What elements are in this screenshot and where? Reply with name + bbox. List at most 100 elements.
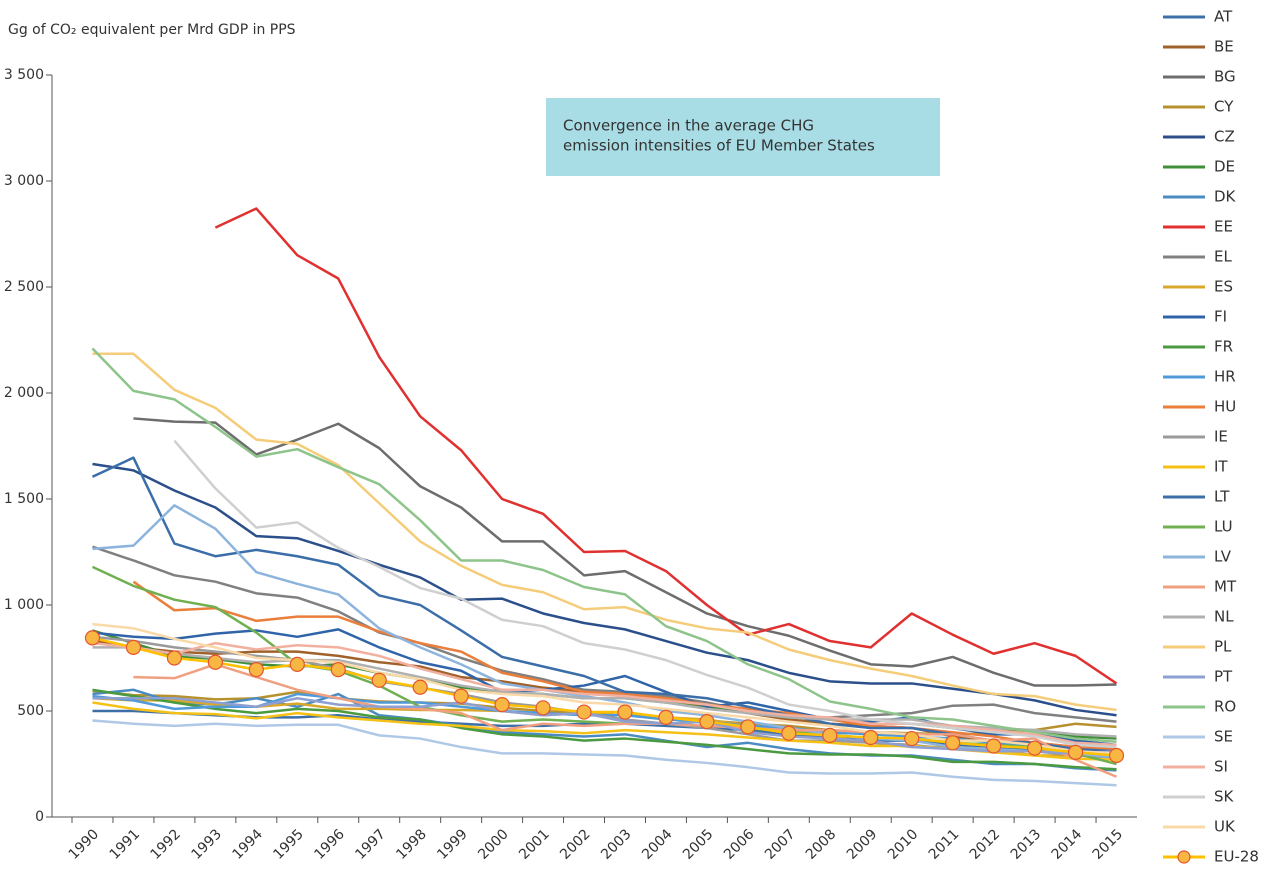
series-line [92, 719, 1117, 787]
y-tick-label: 0 [35, 809, 44, 825]
series-line [133, 417, 1117, 687]
x-tick-label: 2002 [557, 826, 594, 863]
data-marker [494, 697, 510, 713]
data-marker [412, 679, 428, 695]
legend-label: EL [1214, 248, 1232, 266]
legend-label: LT [1214, 488, 1230, 506]
x-tick-label: 2000 [475, 826, 512, 863]
x-tick-label: 1998 [393, 826, 430, 863]
y-tick-label: 1 000 [4, 597, 44, 613]
x-tick-label: 2013 [1008, 826, 1045, 863]
x-tick-label: 1997 [352, 826, 389, 863]
x-tick-label: 2001 [516, 826, 553, 863]
data-marker [371, 672, 387, 688]
legend-label: SE [1214, 728, 1233, 746]
x-tick-label: 2011 [926, 826, 963, 863]
data-marker [945, 735, 961, 751]
legend-label: HR [1214, 368, 1236, 386]
x-tick-label: 2004 [639, 826, 676, 863]
legend-label: CZ [1214, 128, 1235, 146]
x-tick-label: 2007 [762, 826, 799, 863]
legend-label: DE [1214, 158, 1235, 176]
x-tick-label: 1999 [434, 826, 471, 863]
x-tick-label: 1991 [107, 826, 144, 863]
data-marker [84, 630, 101, 646]
y-axis-title: Gg of CO₂ equivalent per Mrd GDP in PPS [8, 22, 296, 38]
series-line [92, 545, 1117, 723]
x-tick-label: 2014 [1049, 826, 1086, 863]
data-marker [1108, 747, 1125, 764]
data-marker [658, 709, 674, 725]
series-line [173, 439, 1117, 749]
data-marker [289, 656, 305, 672]
x-tick-label: 1993 [189, 826, 226, 863]
legend-label: RO [1214, 698, 1236, 716]
legend-label: PL [1214, 638, 1232, 656]
legend-label: CY [1214, 98, 1234, 116]
legend-label: AT [1214, 8, 1233, 26]
legend-label: SK [1214, 788, 1235, 806]
legend-label: FR [1214, 338, 1233, 356]
data-marker [166, 650, 183, 666]
legend-label: SI [1214, 758, 1228, 776]
legend-label: MT [1214, 578, 1237, 596]
data-marker [248, 662, 264, 678]
annotation-box [546, 98, 940, 176]
data-marker [986, 738, 1002, 754]
data-marker [125, 639, 142, 656]
legend-label: BG [1214, 68, 1236, 86]
data-marker [207, 654, 223, 670]
y-tick-label: 2 000 [4, 385, 44, 401]
legend-label: NL [1214, 608, 1234, 626]
legend-label: LV [1214, 548, 1232, 566]
x-tick-label: 2008 [803, 826, 840, 863]
data-marker [453, 688, 469, 704]
data-marker [781, 725, 797, 741]
y-tick-label: 2 500 [4, 279, 44, 295]
series-line [214, 207, 1118, 685]
data-marker [617, 704, 633, 720]
data-marker [576, 704, 592, 720]
x-tick-label: 1990 [66, 826, 103, 863]
x-tick-label: 2015 [1090, 826, 1127, 863]
x-tick-label: 2009 [844, 826, 881, 863]
series-line [132, 580, 1117, 751]
x-tick-label: 2010 [885, 826, 922, 863]
legend-label: EE [1214, 218, 1233, 236]
series-line [92, 688, 1117, 771]
x-tick-label: 2005 [680, 826, 717, 863]
x-tick-label: 2003 [598, 826, 635, 863]
legend-label: BE [1214, 38, 1234, 56]
legend-marker [1177, 850, 1191, 864]
series-line [92, 688, 1117, 772]
data-marker [904, 730, 920, 747]
x-tick-label: 2012 [967, 826, 1004, 863]
annotation: emission intensities of EU Member States [563, 137, 875, 155]
annotation: Convergence in the average CHG [563, 117, 814, 135]
legend-label: DK [1214, 188, 1237, 206]
series-line [91, 347, 1117, 743]
series-line [92, 352, 1117, 712]
legend-label: HU [1214, 398, 1236, 416]
legend-label: IT [1214, 458, 1228, 476]
x-tick-label: 1992 [148, 826, 185, 863]
data-marker [1067, 744, 1084, 760]
data-marker [330, 662, 346, 678]
data-marker [822, 727, 838, 743]
data-marker [535, 700, 551, 716]
series-line [92, 462, 1117, 717]
legend-label: EU-28 [1214, 848, 1259, 866]
legend-label: ES [1214, 278, 1233, 296]
y-tick-label: 500 [17, 703, 44, 719]
x-tick-label: 2006 [721, 826, 758, 863]
data-marker [740, 719, 756, 735]
data-marker [699, 713, 715, 730]
data-marker [863, 729, 879, 746]
legend-label: FI [1214, 308, 1227, 326]
series-line [92, 697, 1117, 755]
y-tick-label: 3 500 [4, 67, 44, 83]
legend-label: LU [1214, 518, 1233, 536]
series-line [133, 663, 1117, 778]
x-tick-label: 1996 [311, 826, 348, 863]
